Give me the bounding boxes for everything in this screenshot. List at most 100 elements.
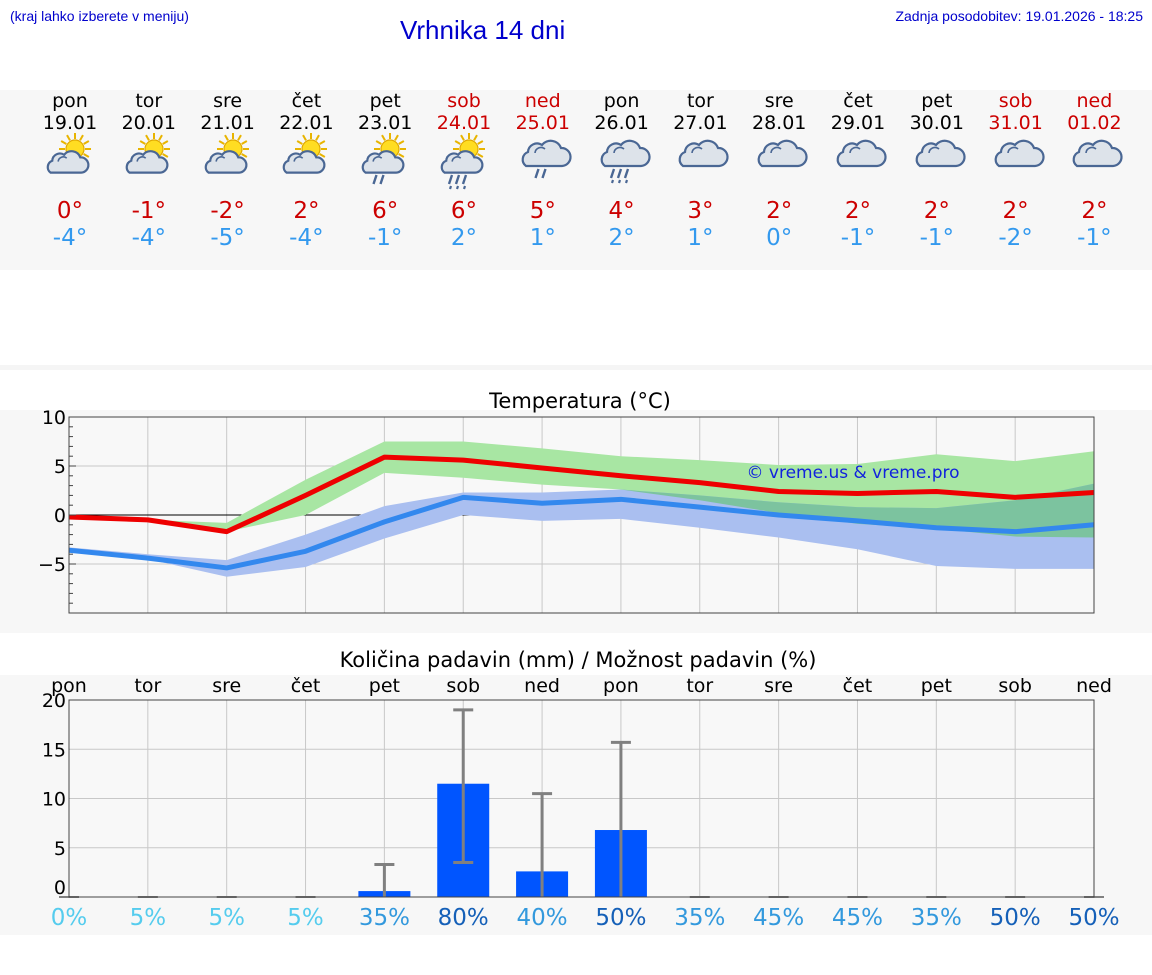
cloudy-rain-icon xyxy=(597,135,651,185)
min-temperature: 2° xyxy=(450,225,478,251)
cloudy-rain-icon xyxy=(600,139,651,184)
day-name: pon xyxy=(52,90,88,112)
sun-icon-ray xyxy=(375,140,383,145)
max-temperature: 3° xyxy=(687,198,714,224)
cloud-icon-fold xyxy=(451,156,462,162)
precipitation-probability: 35% xyxy=(359,905,410,931)
precipitation-probability: 80% xyxy=(438,905,489,931)
day-axis-label: sre xyxy=(764,675,793,697)
day-date: 21.01 xyxy=(200,112,255,134)
max-temperature: 2° xyxy=(766,198,793,224)
y-tick-label: 5 xyxy=(54,838,66,860)
day-name: pon xyxy=(603,90,640,112)
rain-icon xyxy=(541,168,547,179)
rain-icon xyxy=(616,168,622,179)
cloudy-icon xyxy=(675,135,729,185)
min-temperature: -1° xyxy=(919,225,955,251)
cloud-icon-fold xyxy=(691,146,703,154)
rain-icon xyxy=(624,179,628,184)
min-temperature-line xyxy=(68,494,1095,571)
cloudy-icon xyxy=(912,135,966,185)
sun-icon-ray xyxy=(477,140,484,145)
day-name: sre xyxy=(213,90,243,112)
sun-icon-ray xyxy=(218,140,225,145)
cloudy-icon xyxy=(679,139,729,168)
y-tick-label: 0 xyxy=(54,877,66,899)
rain-icon xyxy=(623,168,629,179)
day-date: 30.01 xyxy=(909,112,964,134)
cloudy-icon xyxy=(836,139,887,168)
day-date: 29.01 xyxy=(830,112,886,134)
min-temperature: -4° xyxy=(289,225,324,251)
partly-cloudy-rain-icon xyxy=(439,133,489,190)
partly-cloudy-icon xyxy=(204,133,249,174)
y-tick-label: 10 xyxy=(42,789,66,811)
cloud-icon xyxy=(204,150,248,174)
precipitation-probability: 35% xyxy=(911,905,962,931)
day-date: 22.01 xyxy=(279,112,334,134)
partly-cloudy-icon xyxy=(125,133,170,174)
partly-cloudy-rain-icon xyxy=(440,133,485,190)
band-overlap xyxy=(69,483,1094,538)
sun-icon-ray xyxy=(319,153,326,158)
partly-cloudy-icon xyxy=(45,133,95,185)
max-temperature-line xyxy=(68,454,1095,535)
day-axis-label: pet xyxy=(921,675,952,697)
rain-icon xyxy=(447,174,454,185)
day-date: 20.01 xyxy=(121,112,176,134)
sun-icon-ray xyxy=(83,153,90,158)
cloud-icon xyxy=(361,150,405,174)
rain-icon xyxy=(534,168,540,179)
max-temperature: 0° xyxy=(56,198,84,224)
sun-icon-ray xyxy=(236,134,242,141)
day-axis-label: ned xyxy=(1076,675,1112,697)
day-date: 31.01 xyxy=(988,112,1043,134)
max-temperature: 2° xyxy=(1081,198,1108,224)
min-temperature: 1° xyxy=(687,225,714,251)
min-temperature: 1° xyxy=(529,225,556,251)
cloud-icon-fold xyxy=(1085,146,1097,154)
partly-cloudy-icon xyxy=(283,133,328,174)
sun-icon-ray xyxy=(454,140,461,145)
precipitation-chart-panel: pon tor sre čet pet sob ned pon tor sre čet pet sob n… xyxy=(0,675,1152,935)
sun-icon-ray xyxy=(394,134,400,141)
max-temperature: 2° xyxy=(923,198,950,224)
cloud-icon xyxy=(915,139,966,168)
rain-icon xyxy=(610,179,614,184)
precipitation-chart: pon tor sre čet pet sob ned pon tor sre čet pet sob n… xyxy=(42,675,1120,931)
max-temperature: 2° xyxy=(844,198,872,224)
precipitation-probability: 50% xyxy=(1068,905,1119,931)
partly-cloudy-icon xyxy=(281,133,331,185)
rain-icon xyxy=(609,168,615,179)
day-name: ned xyxy=(524,90,561,112)
rain-icon xyxy=(448,185,453,190)
cloud-icon xyxy=(46,150,90,174)
partly-cloudy-icon xyxy=(46,133,91,174)
y-tick-label: 10 xyxy=(42,407,66,429)
day-date: 01.02 xyxy=(1067,112,1122,134)
cloud-icon-fold xyxy=(927,146,940,154)
day-date: 27.01 xyxy=(673,112,728,134)
sun-icon-ray xyxy=(315,134,321,141)
sun-icon-ray xyxy=(79,134,84,141)
sun-icon-ray xyxy=(157,134,163,141)
day-axis-label: tor xyxy=(686,675,713,697)
day-axis-label: sob xyxy=(998,675,1032,697)
daily-forecast-strip: pon 19.01 0° -4° tor 20.01 -1° -4° sre 21.01 -2° -5… xyxy=(0,90,1152,270)
cloud-icon-fold xyxy=(612,146,625,154)
cloudy-icon xyxy=(991,135,1045,185)
day-axis-label: čet xyxy=(291,675,321,697)
cloudy-icon xyxy=(833,135,887,185)
day-axis-label: sob xyxy=(446,675,480,697)
cloud-icon-fold xyxy=(849,146,861,154)
section-divider xyxy=(0,365,1152,370)
cloudy-icon xyxy=(1073,139,1123,168)
sun-icon-ray xyxy=(297,140,304,145)
day-name: tor xyxy=(135,90,163,112)
y-tick-label: −5 xyxy=(38,554,66,576)
day-date: 24.01 xyxy=(436,112,492,134)
min-temperature: 0° xyxy=(766,225,793,251)
partly-cloudy-light-rain-icon xyxy=(360,133,410,185)
min-temperature: -4° xyxy=(52,225,88,251)
min-temperature: 2° xyxy=(608,225,635,251)
